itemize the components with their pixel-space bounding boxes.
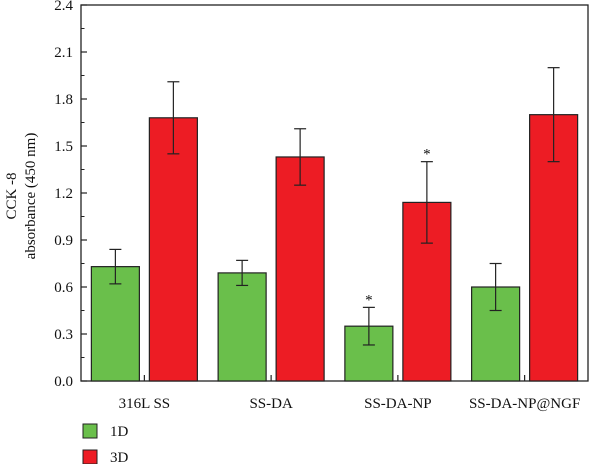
bar-3d-2 xyxy=(275,156,325,382)
y-axis-title: CCK -8 absorbance (450 nm) xyxy=(4,133,39,260)
bar-1d-1 xyxy=(90,266,140,382)
y-axis-label-line-2: absorbance (450 nm) xyxy=(23,133,39,260)
x-category-label: SS-DA xyxy=(249,396,293,412)
y-tick-label: 0.0 xyxy=(54,374,73,390)
legend-swatch-1d xyxy=(82,423,98,439)
y-tick-label: 1.5 xyxy=(54,139,73,155)
y-tick-label: 0.9 xyxy=(54,233,73,249)
legend-label-3d: 3D xyxy=(110,450,129,464)
x-category-label: SS-DA-NP xyxy=(364,396,432,412)
legend-label-1d: 1D xyxy=(110,424,129,440)
plot-area: 0.0 0.3 0.6 0.9 1.2 1.5 1.8 2.1 2.4 316L SS SS-DA *… xyxy=(54,0,589,412)
bar-3d-1 xyxy=(148,117,198,382)
significance-star: * xyxy=(423,147,431,163)
y-tick-label: 2.1 xyxy=(54,45,73,61)
x-category-label: SS-DA-NP@NGF xyxy=(469,396,580,412)
x-category-label: 316L SS xyxy=(119,396,171,412)
y-tick-label: 1.8 xyxy=(54,92,73,108)
y-tick-label: 0.6 xyxy=(54,280,73,296)
y-tick-label: 2.4 xyxy=(54,0,73,14)
legend: 1D 3D xyxy=(82,423,129,464)
y-axis-label-line-1: CCK -8 xyxy=(4,172,20,219)
y-tick-label: 1.2 xyxy=(54,186,73,202)
y-tick-label: 0.3 xyxy=(54,327,73,343)
legend-swatch-3d xyxy=(82,449,98,464)
significance-star: * xyxy=(365,292,373,308)
bar-1d-2 xyxy=(217,272,267,382)
